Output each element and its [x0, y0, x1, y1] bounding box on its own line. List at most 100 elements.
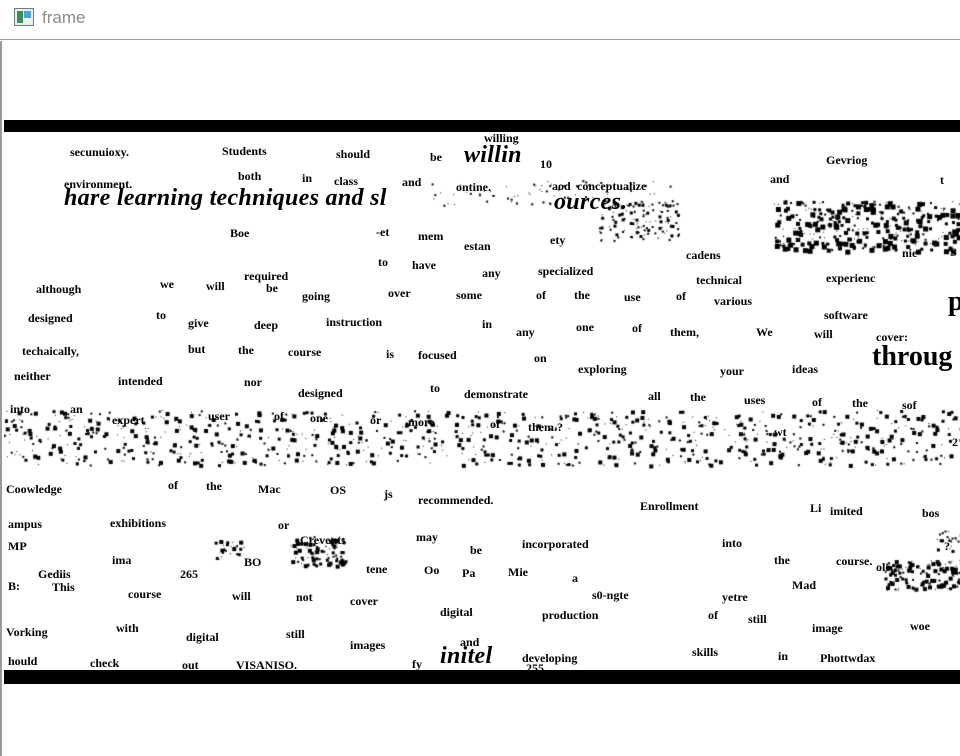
frame-word: or: [370, 413, 382, 427]
frame-word: cover: [350, 594, 378, 608]
frame-word: Vorking: [6, 625, 48, 639]
image-view[interactable]: secunuioxy. Students should be willing willin…: [0, 41, 960, 756]
frame-word: of: [168, 478, 178, 492]
frame-word: Mie: [508, 565, 528, 579]
frame-word: BO: [244, 555, 262, 569]
frame-word: aod: [552, 179, 571, 193]
frame-word: but: [188, 342, 206, 356]
frame-word: to: [430, 381, 440, 395]
frame-word: B:: [8, 579, 20, 593]
frame-word: instruction: [326, 315, 383, 329]
frame-word: throug: [872, 341, 953, 372]
frame-word: of: [536, 288, 546, 302]
frame-word: or: [278, 518, 290, 532]
frame-word: one: [576, 320, 594, 334]
window-titlebar[interactable]: frame: [0, 0, 960, 40]
frame-word: initel: [440, 643, 493, 669]
frame-word: the: [238, 343, 254, 357]
frame-word: ideas: [792, 362, 819, 376]
frame-word: them,: [670, 325, 699, 339]
frame-word: an: [70, 402, 83, 416]
frame-word: skills: [692, 645, 719, 659]
frame-word: more: [408, 415, 435, 429]
frame-word: still: [748, 612, 767, 626]
frame-word: ?: [944, 539, 950, 553]
black-band-bottom: [4, 670, 960, 684]
frame-word: should: [336, 147, 371, 161]
frame-word: 2: [952, 435, 958, 449]
frame-word: exploring: [578, 362, 627, 376]
frame-word: cover:: [876, 330, 908, 344]
frame-word: We: [756, 325, 773, 339]
frame-word: use: [624, 290, 641, 304]
frame-word: ampus: [8, 517, 43, 531]
frame-word: digital: [440, 605, 473, 619]
frame-word: still: [286, 627, 305, 641]
opencv-window-icon: [14, 8, 34, 26]
frame-word: specialized: [538, 264, 594, 278]
frame-word: willin: [464, 142, 522, 168]
frame-word: designed: [298, 386, 343, 400]
frame-word: recommended.: [418, 493, 494, 507]
frame-word: expert: [112, 413, 145, 427]
frame-word: going: [302, 289, 331, 303]
frame-word: Coowledge: [6, 482, 62, 496]
frame-word: bos: [922, 506, 940, 520]
frame-word: ima: [112, 553, 132, 567]
frame-word: VISANISO.: [236, 658, 298, 672]
frame-word: nie: [902, 246, 918, 260]
frame-word: give: [188, 316, 209, 330]
frame-word: course: [288, 345, 322, 359]
frame-word: will: [814, 327, 833, 341]
frame-word: of: [274, 409, 284, 423]
frame-word: Gevriog: [826, 153, 868, 167]
frame-word: Enrollment: [640, 499, 699, 513]
frame-word: focused: [418, 348, 457, 362]
frame-word: technical: [696, 273, 742, 287]
frame-word: hare learning techniques and sl: [64, 185, 387, 211]
frame-word: ontine.: [456, 180, 492, 194]
frame-word: of: [632, 321, 642, 335]
frame-word: the: [852, 396, 868, 410]
frame-word: images: [350, 638, 386, 652]
frame-word: your: [720, 364, 744, 378]
frame-word: a: [572, 571, 578, 585]
frame-word: exhibitions: [110, 516, 167, 530]
frame-word: any: [482, 266, 501, 280]
frame-word: ources.: [554, 189, 628, 215]
image-noise: [4, 120, 960, 684]
frame-word: them.?: [528, 420, 563, 434]
black-band-top: [4, 120, 960, 132]
frame-word: conceptualize: [577, 179, 647, 193]
frame-word: s0-ngte: [592, 588, 629, 602]
frame-word: both: [238, 169, 262, 183]
frame-word: Mac: [258, 482, 281, 496]
frame-word: although: [36, 282, 82, 296]
frame-word: out: [182, 658, 199, 672]
frame-word: OS: [330, 483, 347, 497]
frame-word: class: [334, 174, 358, 188]
frame-word: of: [812, 395, 822, 409]
frame-word: we: [160, 277, 174, 291]
frame-word: in: [302, 171, 313, 185]
frame-word: check: [90, 656, 120, 670]
frame-word: Phottwdax: [820, 651, 876, 665]
frame-word: tene: [366, 562, 388, 576]
frame-word: nor: [244, 375, 262, 389]
frame-word: cadens: [686, 248, 721, 262]
frame-word: image: [812, 621, 843, 635]
frame-word: be: [430, 150, 442, 164]
frame-word: production: [542, 608, 599, 622]
frame-word: software: [824, 308, 868, 322]
frame-word: will: [232, 589, 251, 603]
frame-word: any: [516, 325, 535, 339]
frame-word: Mad: [792, 578, 816, 592]
frame-word: into: [10, 402, 31, 416]
frame-word: willing: [484, 131, 519, 145]
frame-word: hould: [8, 654, 38, 668]
frame-word: deep: [254, 318, 278, 332]
frame-word: developing: [522, 651, 578, 665]
frame-word: of: [490, 417, 500, 431]
frame-word: -et: [376, 225, 390, 239]
frame-word: estan: [464, 239, 491, 253]
